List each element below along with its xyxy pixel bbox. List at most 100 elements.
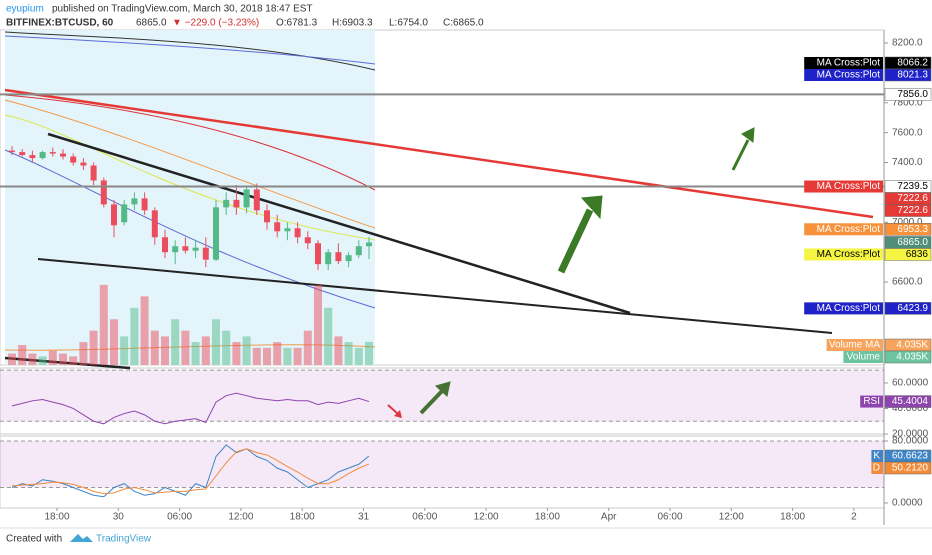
published: published on TradingView.com, March 30, … xyxy=(52,4,313,15)
candle-body xyxy=(121,204,128,223)
price-tag-label: 6953.3 xyxy=(897,224,928,235)
change: ▼ −229.0 (−3.23%) xyxy=(172,18,259,29)
ma-orange xyxy=(4,99,376,229)
tag-name-box xyxy=(871,450,883,463)
price-tag-label: 50.2120 xyxy=(892,463,929,474)
price-tag-label: 7222.6 xyxy=(897,193,928,204)
volume-bar xyxy=(130,307,139,365)
volume-bar xyxy=(150,330,159,365)
tag-name: K xyxy=(873,451,880,462)
volume-bar xyxy=(273,342,282,365)
x-tick-label: 12:00 xyxy=(474,512,499,523)
price-tag xyxy=(884,395,932,408)
arrow-small xyxy=(731,139,750,171)
x-tick-label: 18:00 xyxy=(780,512,805,523)
x-tick-label: 12:00 xyxy=(719,512,744,523)
tag-name: Volume MA xyxy=(829,340,880,351)
footer-brand[interactable]: TradingView xyxy=(96,534,152,545)
price-tag-label: 6836 xyxy=(906,249,929,260)
price-tag xyxy=(884,302,932,315)
volume-bar xyxy=(365,341,373,365)
arrow-big-head xyxy=(580,195,603,220)
tag-name-box xyxy=(843,351,883,363)
tag-name-box xyxy=(804,68,883,81)
candle-body xyxy=(253,189,260,211)
volume-bar xyxy=(314,284,322,365)
volume-bar xyxy=(201,336,210,365)
volume-bar xyxy=(110,319,118,365)
trendline-upper xyxy=(47,132,631,315)
candle-body xyxy=(345,255,352,262)
band xyxy=(0,441,884,488)
trendline-red xyxy=(4,88,874,219)
volume-bar xyxy=(18,344,27,365)
tag-name: RSI xyxy=(863,396,880,407)
volume-bar xyxy=(89,330,98,365)
x-tick-label: 18:00 xyxy=(44,512,69,523)
price-tag xyxy=(884,88,932,101)
candle-body xyxy=(284,228,291,232)
tag-name: Volume xyxy=(847,352,881,363)
price-tag-label: 4.035K xyxy=(896,340,928,351)
tag-name: MA Cross:Plot xyxy=(817,181,881,192)
tag-name-box xyxy=(804,248,883,261)
price-tag-label: 4.035K xyxy=(896,352,928,363)
tag-name: D xyxy=(873,463,880,474)
candle-body xyxy=(19,152,26,156)
candle-body xyxy=(202,247,209,260)
indicator-line xyxy=(11,448,370,495)
x-tick-label: 30 xyxy=(113,512,125,523)
tag-name-box xyxy=(804,56,883,69)
candle-body xyxy=(80,162,87,166)
candle-body xyxy=(100,180,107,205)
price-tag-label: 8021.3 xyxy=(897,70,928,81)
publisher[interactable]: eyupium xyxy=(6,4,44,15)
band xyxy=(0,370,884,422)
volume-bar xyxy=(28,353,37,365)
x-tick-label: 12:00 xyxy=(228,512,253,523)
ma-blue-upper xyxy=(4,35,376,65)
candle-body xyxy=(366,242,372,247)
price-tag xyxy=(884,204,932,217)
candle-body xyxy=(29,155,36,159)
candle-body xyxy=(192,247,199,251)
candle-body xyxy=(243,189,250,208)
volume-bar xyxy=(283,347,292,365)
volume-bar xyxy=(242,336,251,365)
indicator-line xyxy=(11,444,370,498)
price-tag-label: 6423.9 xyxy=(897,303,928,314)
candle-body xyxy=(162,237,168,253)
price-tag-label: 7239.5 xyxy=(897,181,928,192)
price-tag-label: 45.4004 xyxy=(892,396,929,407)
candle-body xyxy=(274,222,281,232)
ma-lines xyxy=(4,31,376,351)
arrow-big xyxy=(557,208,594,274)
y-tick-label: 6600.0 xyxy=(892,277,923,288)
ma-black xyxy=(4,31,376,71)
candle-body xyxy=(9,150,15,153)
candle-body xyxy=(223,199,230,208)
volume-bar xyxy=(181,330,190,365)
stoch-pane xyxy=(0,435,885,509)
x-tick-label: 06:00 xyxy=(657,512,682,523)
y-tick-label: 7800.0 xyxy=(892,97,923,108)
candle-body xyxy=(315,243,321,265)
y-tick-label: 7400.0 xyxy=(892,157,923,168)
price-tag-label: 7856.0 xyxy=(897,89,928,100)
symbol: BITFINEX:BTCUSD, 60 xyxy=(6,18,114,29)
volume-bar xyxy=(232,342,241,365)
tag-name-box xyxy=(804,223,883,236)
volume-bar xyxy=(263,347,271,365)
tv-logo xyxy=(70,534,93,542)
candle-body xyxy=(131,198,138,205)
x-tick-label: 06:00 xyxy=(167,512,192,523)
tag-name: MA Cross:Plot xyxy=(817,303,881,314)
volume-bar xyxy=(334,336,343,365)
price-tag xyxy=(884,350,932,364)
volume-bar xyxy=(79,342,88,365)
candle-body xyxy=(325,252,332,265)
candle-body xyxy=(60,153,66,157)
candle-body xyxy=(90,165,97,181)
candle-body xyxy=(151,210,158,238)
